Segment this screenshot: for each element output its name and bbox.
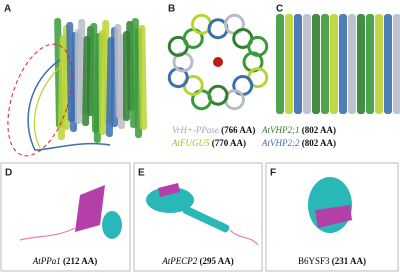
caption-name: B6YSF3 (298, 256, 330, 266)
sheet (158, 183, 180, 197)
highlight-outline (7, 43, 73, 157)
legend-entry: AtVHP2;1 (802 AA) (261, 125, 336, 135)
legend-entry: VrH+-PPase (766 AA) (172, 125, 255, 135)
helix (312, 14, 320, 114)
legend-size: (802 AA) (302, 138, 336, 148)
helix (99, 30, 106, 135)
legend-name: AtFUGU5 (171, 138, 210, 148)
legend-entry: AtFUGU5 (770 AA) (171, 138, 246, 148)
helix (247, 35, 269, 57)
legend-name: VrH+-PPase (172, 125, 219, 135)
panel-label: D (5, 168, 12, 179)
helix (330, 14, 338, 114)
legend-size: (802 AA) (302, 125, 336, 135)
helix (146, 187, 194, 213)
caption-size: (231 AA) (332, 256, 366, 266)
helix (75, 29, 82, 124)
helix (384, 14, 392, 114)
helix (294, 14, 302, 114)
caption: B6YSF3 (231 AA) (298, 256, 366, 266)
caption-name: AtPECP2 (161, 256, 197, 266)
sheet (315, 205, 352, 228)
helix (105, 37, 115, 138)
helix (130, 18, 139, 129)
helix (90, 22, 100, 133)
helix (57, 35, 67, 141)
panel-label: C (276, 4, 283, 15)
panel-label: E (138, 168, 145, 179)
caption: AtPPa1 (212 AA) (32, 256, 98, 266)
legend-name: AtVHP2;2 (261, 138, 300, 148)
legend-name: AtVHP2;1 (261, 125, 300, 135)
helix (339, 14, 347, 114)
helix (375, 14, 383, 114)
helix (114, 23, 123, 119)
helix (321, 14, 329, 114)
coil (229, 229, 259, 246)
helix (138, 24, 147, 130)
helix (276, 14, 284, 114)
coil (19, 227, 76, 241)
helix (66, 21, 75, 122)
helix (348, 14, 356, 114)
helix (82, 36, 91, 127)
helix (285, 14, 293, 114)
panel-frame (265, 162, 399, 272)
structures (19, 13, 400, 246)
helix (366, 14, 374, 114)
caption-name: AtPPa1 (32, 256, 61, 266)
panel-label: B (168, 4, 175, 15)
helix (357, 14, 365, 114)
panel-label: A (4, 4, 11, 15)
caption-size: (295 AA) (200, 256, 234, 266)
caption-size: (212 AA) (63, 256, 97, 266)
panel-frame (0, 162, 131, 272)
helix (123, 31, 130, 121)
ligand (213, 57, 223, 67)
loop (33, 64, 63, 149)
panel-label: F (270, 168, 276, 179)
legend-size: (770 AA) (212, 138, 246, 148)
caption: AtPECP2 (295 AA) (161, 256, 234, 266)
loop (27, 59, 111, 151)
panel-frame (133, 162, 263, 272)
sheet (75, 185, 105, 232)
legend-size: (766 AA) (221, 125, 255, 135)
helix (102, 211, 122, 239)
helix (393, 14, 400, 114)
legend-entry: AtVHP2;2 (802 AA) (261, 138, 336, 148)
helix (303, 14, 311, 114)
helix (182, 205, 230, 233)
